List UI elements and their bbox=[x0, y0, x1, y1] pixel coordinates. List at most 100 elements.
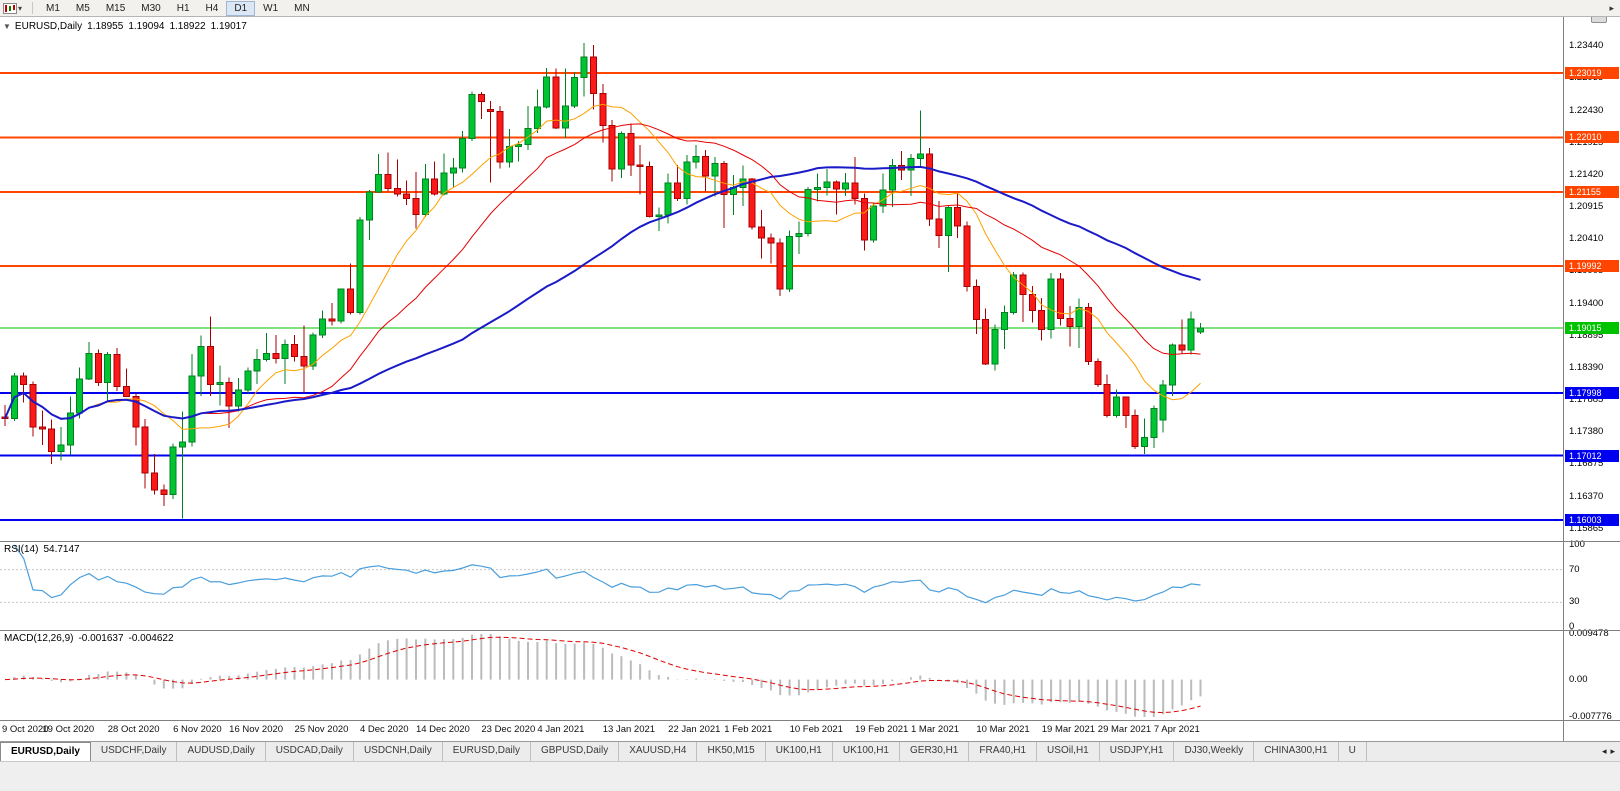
candle bbox=[197, 335, 205, 396]
candle bbox=[393, 159, 401, 197]
chart-tab-china300-h1[interactable]: CHINA300,H1 bbox=[1254, 742, 1339, 761]
timeframe-button-m30[interactable]: M30 bbox=[141, 2, 161, 14]
chart-tab-eurusd-daily[interactable]: EURUSD,Daily bbox=[0, 742, 91, 761]
candle bbox=[795, 221, 803, 254]
candle bbox=[646, 161, 653, 218]
panel-separator-macd[interactable] bbox=[0, 630, 1620, 631]
chart-tab-usdcnh-daily[interactable]: USDCNH,Daily bbox=[353, 742, 443, 761]
ma-50-line bbox=[4, 165, 1201, 420]
chart-tab-uk100-h1[interactable]: UK100,H1 bbox=[832, 742, 900, 761]
candle bbox=[524, 106, 532, 151]
timeframe-button-h1[interactable]: H1 bbox=[176, 2, 190, 14]
timeframe-button-h4[interactable]: H4 bbox=[205, 2, 219, 14]
candle bbox=[935, 201, 943, 249]
candle bbox=[711, 157, 719, 197]
candle bbox=[767, 233, 775, 264]
candle bbox=[66, 396, 74, 455]
timeframe-button-d1[interactable]: D1 bbox=[226, 0, 256, 16]
tab-scroll-right-icon[interactable]: ▸ bbox=[1610, 746, 1615, 756]
timeframe-button-w1[interactable]: W1 bbox=[263, 2, 279, 14]
chart-tab-bar: EURUSD,Daily USDCHF,Daily AUDUSD,Daily USDC… bbox=[0, 741, 1620, 761]
candle bbox=[216, 365, 224, 406]
rsi-line bbox=[13, 544, 1201, 604]
chart-tab-hk50-m15[interactable]: HK50,M15 bbox=[697, 742, 766, 761]
chart-tab-u[interactable]: U bbox=[1338, 742, 1367, 761]
candle bbox=[141, 418, 149, 489]
candle bbox=[328, 303, 336, 326]
chart-tab-fra40-h1[interactable]: FRA40,H1 bbox=[969, 742, 1038, 761]
price-line-label: 1.16003 bbox=[1565, 513, 1619, 526]
candle bbox=[1019, 272, 1027, 323]
candle bbox=[113, 348, 121, 391]
time-axis-label: 13 Jan 2021 bbox=[602, 724, 656, 735]
chart-tab-audusd-daily[interactable]: AUDUSD,Daily bbox=[177, 742, 266, 761]
tab-scroll-left-icon[interactable]: ◂ bbox=[1601, 746, 1607, 756]
time-axis-label: 4 Dec 2020 bbox=[359, 724, 409, 735]
ma-10-line bbox=[4, 103, 1201, 430]
price-axis-tick: 1.15865 bbox=[1569, 522, 1604, 534]
candle bbox=[1047, 273, 1055, 339]
rsi-axis-tick: 100 bbox=[1569, 539, 1585, 550]
time-axis-label: 19 Oct 2020 bbox=[42, 724, 95, 735]
chart-tab-usdchf-daily[interactable]: USDCHF,Daily bbox=[90, 742, 178, 761]
candle bbox=[1122, 396, 1130, 428]
candle bbox=[356, 217, 364, 315]
one-click-trading-collapse-icon[interactable]: ▼ bbox=[3, 22, 11, 31]
macd-signal-line bbox=[4, 636, 1201, 714]
candle bbox=[832, 180, 840, 215]
chart-type-icon[interactable] bbox=[3, 2, 17, 14]
candle bbox=[207, 316, 214, 396]
time-axis-label: 1 Feb 2021 bbox=[724, 724, 773, 735]
time-axis[interactable]: 9 Oct 2020 19 Oct 2020 28 Oct 2020 6 Nov 20… bbox=[0, 720, 1563, 741]
candle bbox=[1075, 298, 1083, 349]
candle bbox=[365, 190, 373, 240]
price-line-label: 1.21155 bbox=[1565, 185, 1619, 198]
rsi-layer bbox=[0, 544, 1563, 604]
chart-dropdown-caret-icon[interactable]: ▾ bbox=[18, 3, 23, 13]
price-axis-tick: 1.18895 bbox=[1569, 329, 1604, 341]
candle bbox=[403, 180, 411, 205]
chart-tab-ger30-h1[interactable]: GER30,H1 bbox=[900, 742, 970, 761]
toolbar-separator bbox=[32, 2, 34, 14]
chart-tab-dj30-weekly[interactable]: DJ30,Weekly bbox=[1174, 742, 1255, 761]
timeframe-button-m15[interactable]: M15 bbox=[105, 2, 126, 14]
chart-tab-usoil-h1[interactable]: USOil,H1 bbox=[1037, 742, 1100, 761]
chart-tab-usdcad-daily[interactable]: USDCAD,Daily bbox=[265, 742, 354, 761]
candle bbox=[730, 175, 737, 216]
price-axis[interactable]: 1.234401.229351.224301.219251.214201.209… bbox=[1563, 17, 1620, 741]
timeframe-button-m5[interactable]: M5 bbox=[75, 2, 90, 14]
candle bbox=[160, 484, 168, 507]
time-axis-label: 6 Nov 2020 bbox=[173, 724, 222, 735]
candle bbox=[477, 92, 485, 119]
horizontal-lines-layer bbox=[0, 72, 1563, 521]
candle bbox=[916, 110, 924, 167]
price-line-label: 1.17998 bbox=[1565, 386, 1619, 399]
time-axis-separator bbox=[0, 720, 1620, 721]
price-axis-tick: 1.23440 bbox=[1569, 40, 1604, 52]
time-axis-label: 19 Feb 2021 bbox=[854, 724, 909, 735]
candle bbox=[272, 334, 280, 364]
candle bbox=[337, 288, 345, 324]
price-axis-tick: 1.17380 bbox=[1569, 426, 1604, 438]
candle bbox=[94, 349, 102, 386]
timeframe-button-mn[interactable]: MN bbox=[294, 2, 310, 14]
chart-tab-uk100-h1[interactable]: UK100,H1 bbox=[765, 742, 833, 761]
candle bbox=[1131, 409, 1139, 449]
candle bbox=[309, 332, 317, 370]
timeframe-button-m1[interactable]: M1 bbox=[46, 2, 60, 14]
macd-axis-tick: 0.00 bbox=[1569, 673, 1588, 685]
candle bbox=[412, 171, 420, 229]
chart-tabs: EURUSD,Daily USDCHF,Daily AUDUSD,Daily USDC… bbox=[0, 742, 1367, 761]
chart-tab-eurusd-daily[interactable]: EURUSD,Daily bbox=[442, 742, 531, 761]
candles-layer bbox=[1, 43, 1204, 519]
panel-separator-rsi[interactable] bbox=[0, 541, 1620, 542]
price-chart-canvas[interactable] bbox=[0, 17, 1563, 741]
chart-tab-usdjpy-h1[interactable]: USDJPY,H1 bbox=[1099, 742, 1175, 761]
chart-tab-gbpusd-daily[interactable]: GBPUSD,Daily bbox=[530, 742, 620, 761]
time-axis-label: 19 Mar 2021 bbox=[1041, 724, 1096, 735]
candle bbox=[29, 381, 37, 437]
chart-tab-xauusd-h4[interactable]: XAUUSD,H4 bbox=[619, 742, 698, 761]
toolbar-overflow-icon[interactable]: ▸ bbox=[1609, 2, 1614, 13]
candle bbox=[449, 157, 457, 188]
candle bbox=[1113, 389, 1120, 418]
